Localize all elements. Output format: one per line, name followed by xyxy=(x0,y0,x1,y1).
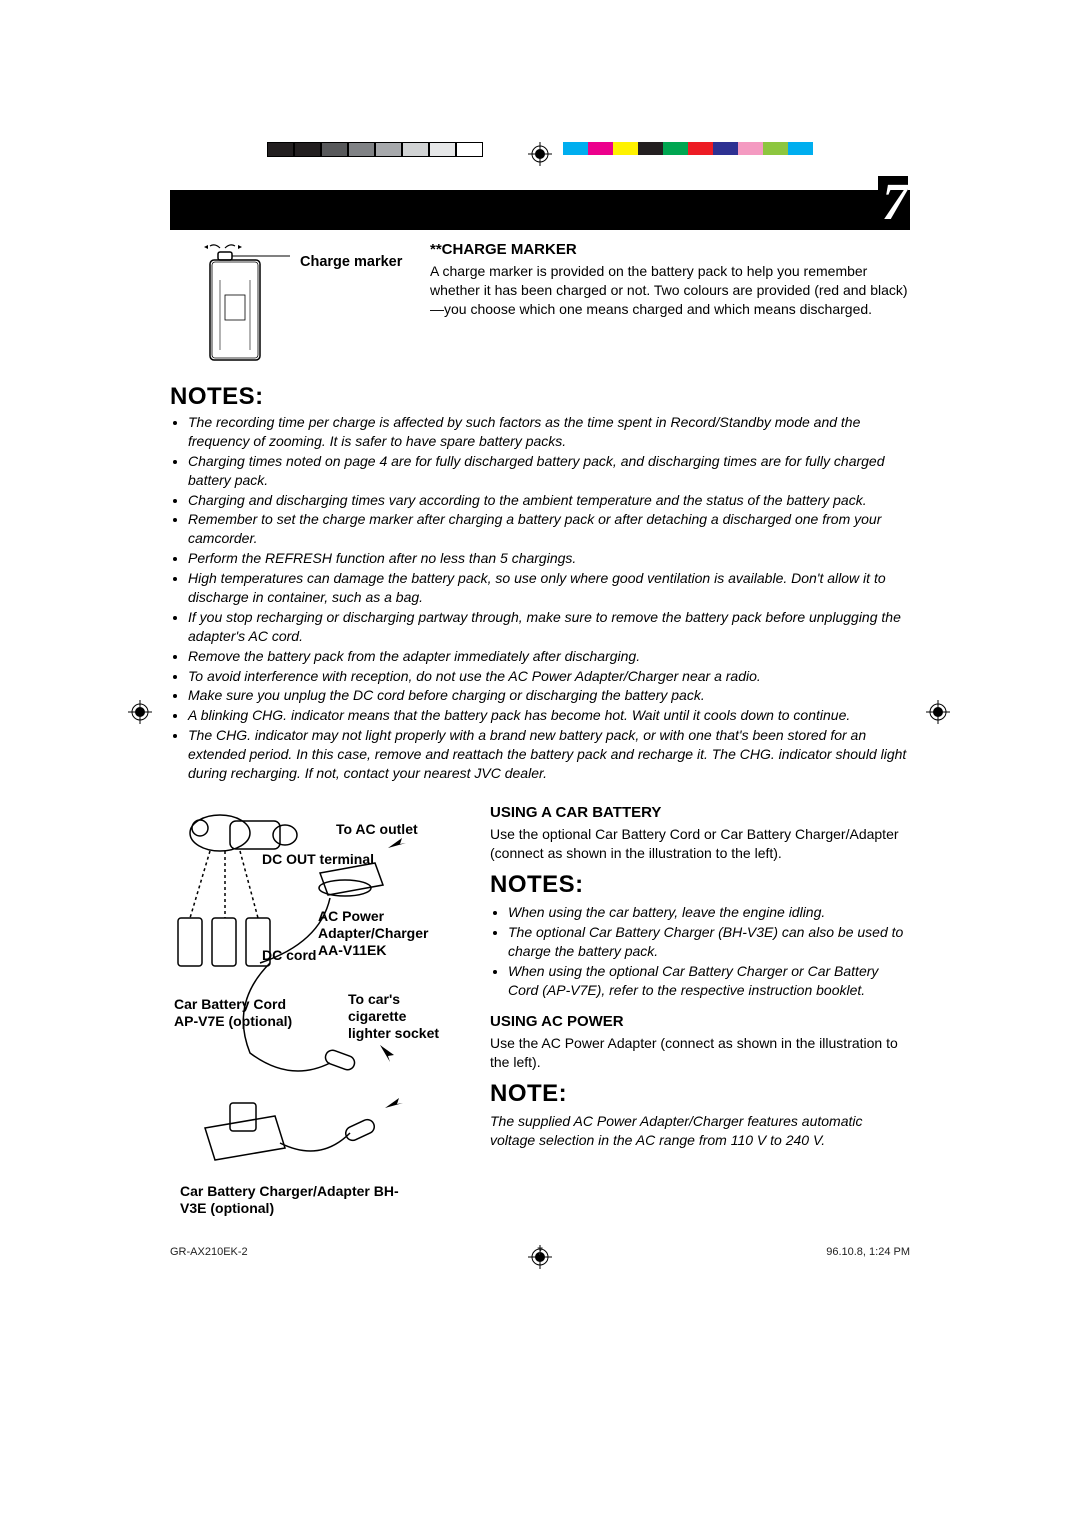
label-to-car-socket: To car's cigarette lighter socket xyxy=(348,991,448,1041)
notes-heading: NOTES: xyxy=(170,383,910,411)
charge-marker-text: A charge marker is provided on the batte… xyxy=(430,262,910,319)
notes-item: Make sure you unplug the DC cord before … xyxy=(188,686,910,705)
battery-figure: Charge marker xyxy=(170,240,410,375)
label-car-battery-cord: Car Battery Cord AP-V7E (optional) xyxy=(174,996,304,1030)
label-car-battery-charger: Car Battery Charger/Adapter BH-V3E (opti… xyxy=(180,1183,400,1217)
notes-item: Remove the battery pack from the adapter… xyxy=(188,647,910,666)
registration-mark-icon xyxy=(128,700,152,724)
car-battery-heading: USING A CAR BATTERY xyxy=(490,803,910,823)
charge-marker-label: Charge marker xyxy=(300,254,402,270)
notes-item: A blinking CHG. indicator means that the… xyxy=(188,706,910,725)
car-notes-heading: NOTES: xyxy=(490,869,910,901)
ac-power-text: Use the AC Power Adapter (connect as sho… xyxy=(490,1034,910,1072)
notes-item: Charging and discharging times vary acco… xyxy=(188,491,910,510)
notes-item: Charging times noted on page 4 are for f… xyxy=(188,452,910,490)
notes-item: The CHG. indicator may not light properl… xyxy=(188,726,910,783)
notes-item: Remember to set the charge marker after … xyxy=(188,510,910,548)
note-text: The supplied AC Power Adapter/Charger fe… xyxy=(490,1112,910,1150)
car-notes-item: When using the optional Car Battery Char… xyxy=(508,962,910,1000)
ac-power-heading: USING AC POWER xyxy=(490,1012,910,1032)
page-footer: GR-AX210EK-2 7 96.10.8, 1:24 PM xyxy=(170,1246,910,1258)
page-header-bar: 7 xyxy=(170,190,910,230)
car-notes-item: The optional Car Battery Charger (BH-V3E… xyxy=(508,923,910,961)
car-battery-text: Use the optional Car Battery Cord or Car… xyxy=(490,825,910,863)
charge-marker-heading: **CHARGE MARKER xyxy=(430,240,910,260)
footer-doc-id: GR-AX210EK-2 xyxy=(170,1246,248,1258)
connection-diagram: To AC outlet DC OUT terminal AC Power Ad… xyxy=(170,803,470,1243)
label-ac-power-adapter: AC Power Adapter/Charger AA-V11EK xyxy=(318,908,448,958)
notes-item: To avoid interference with reception, do… xyxy=(188,667,910,686)
page-number: 7 xyxy=(878,176,908,230)
label-dc-out-terminal: DC OUT terminal xyxy=(262,851,374,868)
footer-timestamp: 96.10.8, 1:24 PM xyxy=(826,1246,910,1258)
notes-item: If you stop recharging or discharging pa… xyxy=(188,608,910,646)
notes-list: The recording time per charge is affecte… xyxy=(170,413,910,783)
car-notes-item: When using the car battery, leave the en… xyxy=(508,903,910,922)
registration-mark-icon xyxy=(926,700,950,724)
label-dc-cord: DC cord xyxy=(262,947,316,964)
car-notes-list: When using the car battery, leave the en… xyxy=(490,903,910,999)
notes-item: High temperatures can damage the battery… xyxy=(188,569,910,607)
battery-pack-icon xyxy=(190,240,290,370)
footer-page: 7 xyxy=(537,1246,543,1258)
label-to-ac-outlet: To AC outlet xyxy=(336,821,418,838)
notes-item: Perform the REFRESH function after no le… xyxy=(188,549,910,568)
note-heading: NOTE: xyxy=(490,1078,910,1110)
notes-item: The recording time per charge is affecte… xyxy=(188,413,910,451)
